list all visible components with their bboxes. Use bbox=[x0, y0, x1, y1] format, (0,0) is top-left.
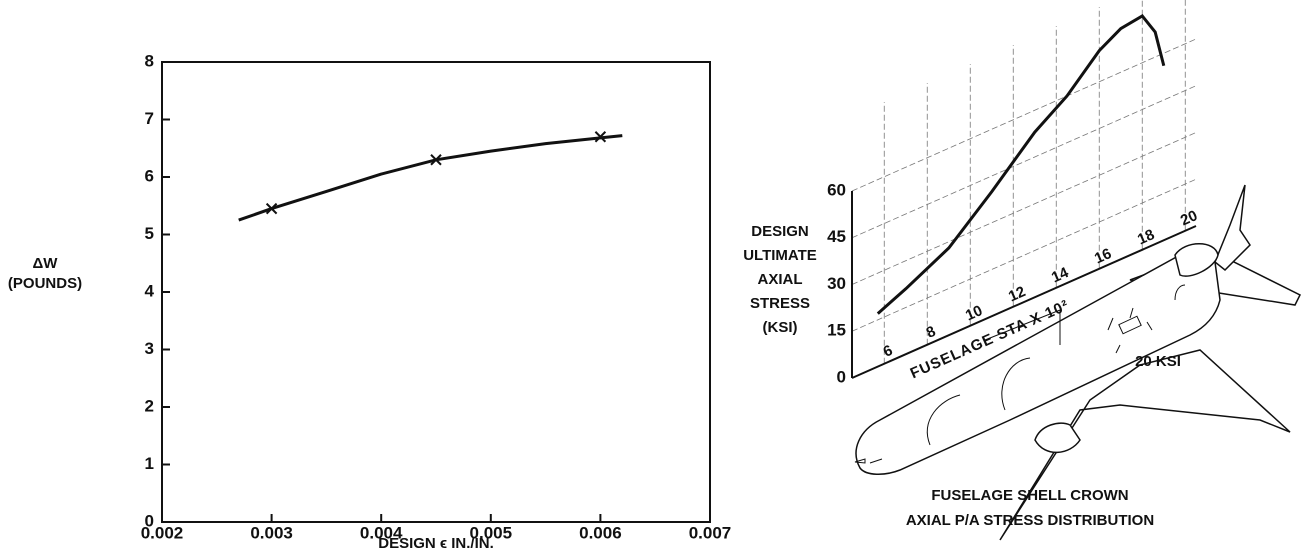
y-tick-label: 15 bbox=[827, 321, 846, 340]
data-line bbox=[876, 14, 1166, 315]
x-tick-label: 18 bbox=[1135, 226, 1157, 248]
marker bbox=[594, 131, 607, 143]
grid-line bbox=[851, 85, 1197, 239]
caption: FUSELAGE SHELL CROWN bbox=[931, 487, 1128, 504]
y-axis-label: AXIAL bbox=[758, 271, 803, 288]
x-tick-label: 0.003 bbox=[250, 523, 293, 542]
grid-line bbox=[851, 38, 1197, 192]
y-tick-label: 8 bbox=[145, 51, 154, 70]
airplane bbox=[854, 184, 1302, 541]
y-tick-label: 3 bbox=[145, 339, 154, 358]
x-tick-label: 0.006 bbox=[579, 523, 622, 542]
x-tick-label: 12 bbox=[1006, 283, 1028, 305]
marker bbox=[430, 154, 442, 166]
y-tick-label: 0 bbox=[145, 511, 154, 530]
x-tick-label: 16 bbox=[1092, 245, 1114, 267]
x-tick-label: 6 bbox=[881, 342, 896, 361]
x-axis-label: DESIGN ϵ IN./IN. bbox=[378, 535, 494, 552]
marker bbox=[265, 202, 278, 215]
x-tick-label: 10 bbox=[963, 302, 985, 324]
y-tick-label: 6 bbox=[145, 166, 154, 185]
y-tick-label: 4 bbox=[145, 281, 155, 300]
annotation: 20 KSI bbox=[1135, 353, 1181, 370]
y-tick-label: 30 bbox=[827, 274, 846, 293]
data-line bbox=[238, 134, 623, 222]
x-tick-label: 20 bbox=[1178, 207, 1200, 229]
y-tick-label: 60 bbox=[827, 180, 846, 199]
y-axis-label: (POUNDS) bbox=[8, 275, 82, 292]
y-axis-label: ULTIMATE bbox=[743, 247, 817, 264]
y-axis-label: DESIGN bbox=[751, 223, 809, 240]
x-tick-label: 8 bbox=[924, 323, 939, 342]
y-axis-label: STRESS bbox=[750, 295, 810, 312]
x-tick-label: 0.002 bbox=[141, 523, 184, 542]
y-axis-label: ΔW bbox=[33, 255, 59, 272]
x-tick-label: 0.005 bbox=[470, 523, 513, 542]
x-tick-label: 0.007 bbox=[689, 523, 732, 542]
y-tick-label: 2 bbox=[145, 396, 154, 415]
caption: AXIAL P/A STRESS DISTRIBUTION bbox=[906, 512, 1154, 529]
y-tick-label: 1 bbox=[145, 454, 154, 473]
plot-frame bbox=[161, 61, 711, 523]
y-tick-label: 45 bbox=[827, 227, 846, 246]
x-tick-label: 0.004 bbox=[360, 523, 403, 542]
y-tick-label: 0 bbox=[837, 367, 846, 386]
y-axis-label: (KSI) bbox=[763, 319, 798, 336]
y-tick-label: 7 bbox=[145, 109, 154, 128]
x-tick-label: 14 bbox=[1049, 264, 1072, 287]
y-tick-label: 5 bbox=[145, 224, 154, 243]
grid-line bbox=[851, 132, 1197, 285]
x-axis bbox=[851, 225, 1197, 379]
